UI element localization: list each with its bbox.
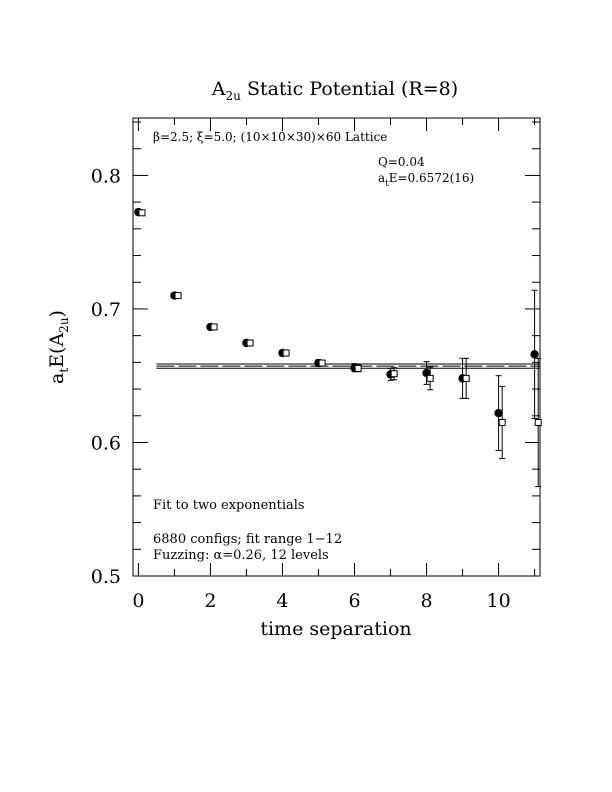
fit-curve-point	[426, 374, 434, 382]
title-subscript: 2u	[226, 89, 242, 103]
q-label: Q=0.04	[378, 155, 425, 169]
effective-mass-point	[494, 408, 503, 418]
x-tick-label: 8	[420, 590, 432, 612]
energy-label: atE=0.6572(16)	[378, 171, 474, 189]
y-label-sub-t: t	[57, 368, 71, 373]
y-label-end: )	[46, 310, 68, 317]
fit-curve-point	[174, 292, 182, 300]
fit-curve-point	[210, 323, 218, 331]
lattice-label: β=2.5; ξ=5.0; (10×10×30)×60 Lattice	[153, 130, 387, 144]
fit-curve-series	[138, 209, 542, 488]
fit-curve-point	[354, 364, 362, 372]
effective-mass-series	[134, 207, 539, 451]
fit-curve-point	[534, 418, 542, 426]
energy-label-a: a	[378, 171, 385, 185]
fit-curve-point	[390, 370, 398, 378]
fit-curve-point	[138, 209, 146, 217]
fit-curve-point	[282, 349, 290, 357]
x-tick-labels: 0 2 4 6 8 10	[132, 590, 510, 612]
plot-frame	[132, 117, 541, 577]
effective-mass-point	[530, 350, 539, 359]
axis-ticks	[133, 118, 540, 577]
chart-title: A2u Static Potential (R=8)	[211, 78, 458, 103]
fit-label: Fit to two exponentials	[153, 498, 305, 513]
y-tick-label: 0.6	[91, 432, 121, 454]
y-label-a: a	[46, 373, 68, 384]
x-tick-label: 4	[276, 590, 288, 612]
y-label-sub-2u: 2u	[57, 317, 71, 333]
y-tick-labels: 0.5 0.6 0.7 0.8	[91, 165, 121, 588]
x-tick-label: 6	[348, 590, 360, 612]
fit-curve-point	[498, 418, 506, 426]
configs-label: 6880 configs; fit range 1−12	[153, 532, 342, 547]
y-tick-label: 0.5	[91, 566, 121, 588]
fit-curve-point	[246, 339, 254, 347]
y-tick-label: 0.7	[91, 299, 121, 321]
y-label-mid: E(A	[46, 333, 68, 368]
title-rest: Static Potential (R=8)	[241, 78, 458, 100]
x-axis-label: time separation	[260, 618, 411, 640]
energy-label-sub: t	[385, 179, 389, 189]
fit-band	[156, 363, 540, 369]
x-tick-label: 0	[132, 590, 144, 612]
x-tick-label: 2	[204, 590, 216, 612]
fit-curve-point	[462, 374, 470, 382]
x-tick-label: 10	[486, 590, 510, 612]
fuzzing-label: Fuzzing: α=0.26, 12 levels	[153, 548, 329, 563]
y-axis-label: atE(A2u)	[46, 310, 71, 384]
title-main: A	[211, 78, 226, 100]
y-tick-label: 0.8	[91, 165, 121, 187]
energy-label-rest: E=0.6572(16)	[389, 171, 474, 185]
fit-curve-point	[318, 359, 326, 367]
